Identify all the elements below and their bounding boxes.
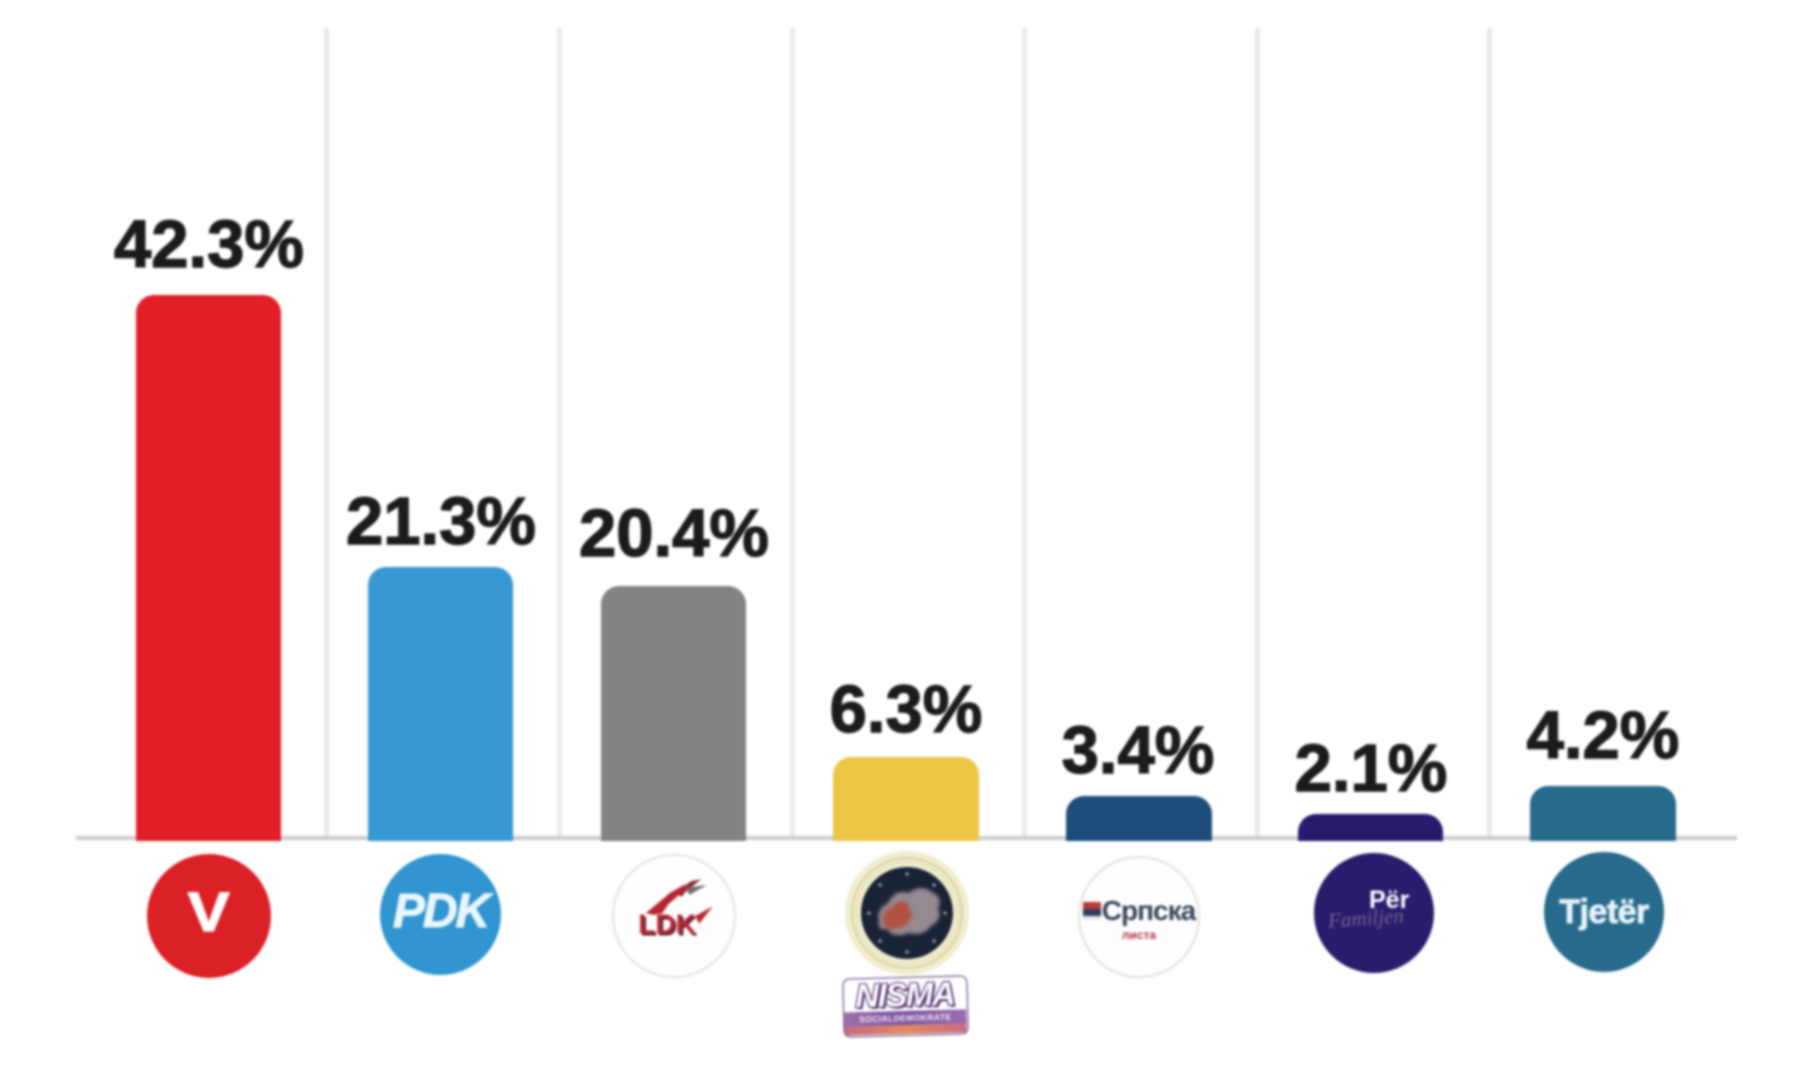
svg-text:SOCIALDEMOKRATE: SOCIALDEMOKRATE	[859, 1012, 951, 1024]
svg-text:NISMA: NISMA	[855, 976, 955, 1014]
svg-text:LDK: LDK	[640, 910, 698, 941]
svg-text:NISMA: NISMA	[857, 977, 957, 1017]
svg-text:LDK: LDK	[638, 908, 696, 939]
